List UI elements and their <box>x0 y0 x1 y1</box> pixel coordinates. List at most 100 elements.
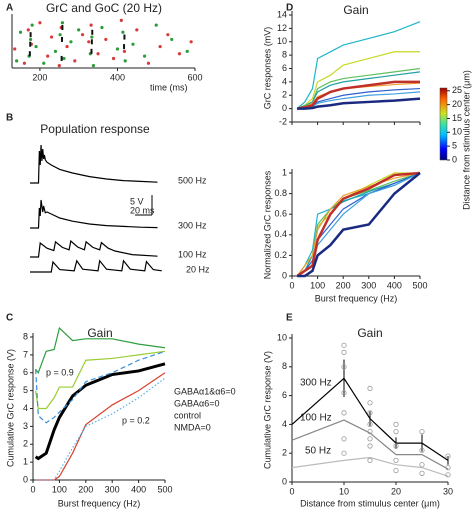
spike-dot <box>154 23 158 27</box>
spike-dot <box>69 40 73 44</box>
colorbar-tick-label: 20 <box>452 99 462 109</box>
spike-dot <box>111 56 116 61</box>
series-line <box>291 456 449 477</box>
y-tick-label: 6 <box>282 390 287 400</box>
y-tick-label: 0.6 <box>274 209 287 219</box>
scale-label: 20 ms <box>130 205 155 215</box>
data-point <box>367 385 373 391</box>
spike-dot <box>38 21 42 25</box>
spike-dot <box>49 35 54 39</box>
spike-dot <box>121 30 125 34</box>
spike-mark <box>123 44 126 50</box>
x-tick-label: 500 <box>412 280 427 290</box>
series-label: 100 Hz <box>300 413 332 424</box>
x-tick-label: 100 <box>310 280 325 290</box>
y-tick-label: 0.4 <box>274 229 287 239</box>
spike-dot <box>131 42 135 46</box>
series-annotation: p = 0.2 <box>122 415 150 425</box>
spike-mark <box>60 55 63 61</box>
spike-mark <box>29 41 32 47</box>
series-label: 50 Hz <box>305 446 331 457</box>
data-point <box>367 421 373 427</box>
x-tick-label: 200 <box>78 484 93 494</box>
y-tick-label: 12 <box>277 23 287 33</box>
spike-dot <box>46 54 50 58</box>
y-tick-label: 0 <box>282 270 287 280</box>
data-point <box>341 410 347 416</box>
spike-dot <box>65 44 69 49</box>
spike-dot <box>13 47 17 51</box>
data-point <box>367 410 373 416</box>
y-tick-label: 6 <box>282 63 287 73</box>
series-line <box>291 377 449 461</box>
data-point <box>393 443 399 449</box>
spike-dot <box>60 21 65 25</box>
y-tick-label: 5 <box>23 385 28 395</box>
y-tick-label: 8 <box>23 331 28 341</box>
y-tick-label: 2 <box>282 448 287 458</box>
spike-dot <box>18 30 23 34</box>
x-tick-label: 0 <box>30 484 35 494</box>
spike-dot <box>26 28 30 32</box>
spike-dot <box>15 59 19 63</box>
y-tick-label: 0 <box>282 476 287 486</box>
spike-dot <box>62 56 66 61</box>
spike-dot <box>189 40 193 44</box>
y-tick-label: 4 <box>282 419 287 429</box>
data-point <box>341 450 347 456</box>
panel-letter: B <box>6 113 13 124</box>
spike-dot <box>96 52 100 56</box>
spike-dot <box>146 61 151 65</box>
spike-dot <box>53 49 58 53</box>
x-tick-label: 400 <box>387 280 402 290</box>
legend-label: GABAα6=0 <box>174 398 219 408</box>
spike-mark <box>29 32 32 38</box>
legend-label: GABAα1&α6=0 <box>174 386 236 396</box>
x-tick-label: 10 <box>339 486 349 496</box>
x-tick-label: 300 <box>105 484 120 494</box>
series-line <box>296 67 421 110</box>
data-point <box>341 342 347 348</box>
y-tick-label: 0 <box>282 103 287 113</box>
trace <box>30 259 162 273</box>
y-tick-label: 1 <box>23 457 28 467</box>
y-tick-label: 14 <box>277 9 287 19</box>
trace <box>30 199 158 229</box>
legend-label: NMDA=0 <box>174 422 211 432</box>
spike-dot <box>119 18 123 22</box>
panel-letter: D <box>286 3 293 14</box>
series-line <box>297 172 421 278</box>
trace-label: 300 Hz <box>178 220 207 230</box>
spike-dot <box>166 33 170 37</box>
x-tick-label: 0 <box>289 280 294 290</box>
series-line <box>296 80 420 110</box>
spike-dot <box>77 28 81 32</box>
y-axis-label: Cumulative GrC response (V) <box>262 351 272 469</box>
spike-dot <box>29 37 33 42</box>
series-line <box>296 172 421 277</box>
series-line <box>34 362 166 461</box>
spike-dot <box>87 40 91 44</box>
data-point <box>445 464 451 471</box>
trace <box>30 239 158 258</box>
colorbar-tick-label: 15 <box>452 113 462 123</box>
data-point <box>367 436 373 442</box>
y-axis-label: GrC responses (mV) <box>262 27 272 110</box>
trace-label: 500 Hz <box>178 175 207 185</box>
data-point <box>445 472 451 478</box>
spike-dot <box>89 23 93 27</box>
series-line <box>35 350 166 410</box>
x-tick-label: 100 <box>52 484 67 494</box>
spike-dot <box>90 35 94 39</box>
data-point <box>367 400 373 406</box>
series-line <box>296 21 421 110</box>
trace-label: 20 Hz <box>186 264 210 274</box>
spike-mark <box>91 29 94 35</box>
legend-label: control <box>174 410 201 420</box>
x-tick-label: 400 <box>131 484 146 494</box>
colorbar-tick-label: 0 <box>452 154 457 164</box>
series-label: 300 Hz <box>300 378 332 389</box>
data-point <box>341 436 347 442</box>
spike-dot <box>104 37 108 42</box>
x-axis-label: Distance from stimulus center (μm) <box>300 498 440 508</box>
